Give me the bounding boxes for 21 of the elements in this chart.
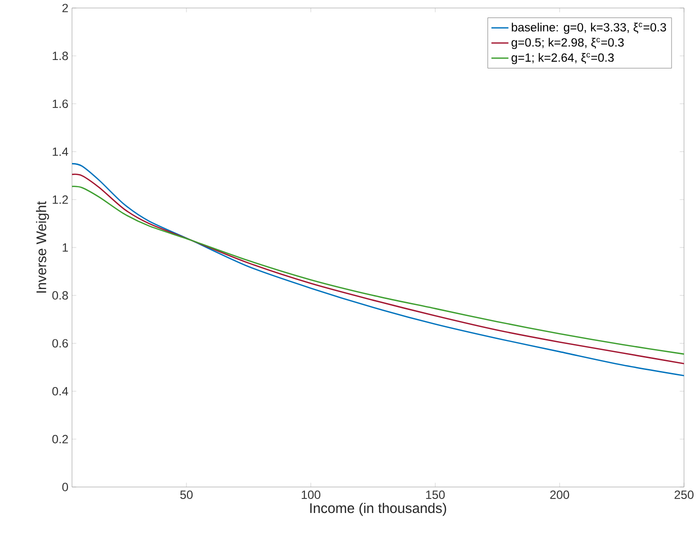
- x-tick-label: 100: [302, 490, 320, 499]
- y-tick-label: 0.6: [52, 339, 68, 348]
- x-tick-label: 50: [180, 490, 193, 499]
- y-tick-label: 0.2: [52, 434, 68, 444]
- y-tick-label: 0: [62, 482, 68, 492]
- y-tick-label: 0.4: [52, 386, 68, 396]
- y-tick-label: 1.8: [52, 52, 68, 60]
- y-axis-title: Inverse Weight: [36, 201, 50, 293]
- x-tick-label: 250: [674, 490, 694, 499]
- y-tick-label: 1.2: [52, 195, 68, 204]
- y-tick-label: 0.8: [52, 291, 68, 300]
- legend-label: baseline: g=0, k=3.33, ξ$^{c}$=0.3: [512, 22, 666, 34]
- y-tick-label: 2: [62, 4, 68, 12]
- y-tick-label: 1: [62, 243, 68, 252]
- x-tick-label: 150: [426, 490, 445, 499]
- y-tick-label: 1.6: [52, 100, 68, 108]
- legend-label: g=0.5; k=2.98, ξ$^{c}$=0.3: [512, 38, 624, 50]
- y-tick-label: 1.4: [52, 148, 68, 156]
- legend-label: g=1; k=2.64, ξ$^{c}$=0.3: [512, 53, 614, 64]
- x-tick-label: 200: [550, 490, 570, 499]
- x-axis-title: Income (in thousands): [310, 502, 446, 516]
